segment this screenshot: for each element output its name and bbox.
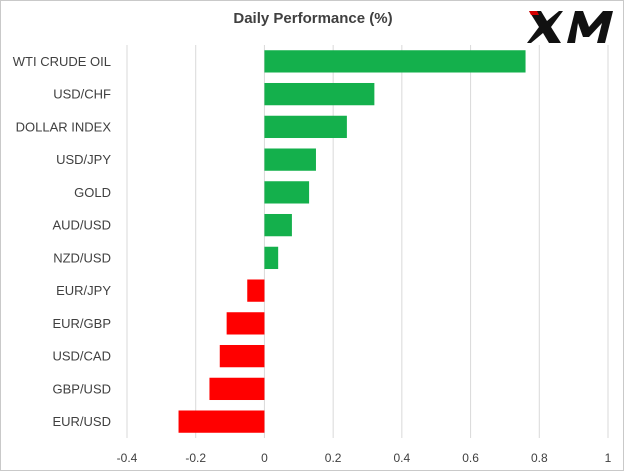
category-label-aud-usd: AUD/USD — [52, 218, 111, 233]
xm-logo — [523, 7, 619, 47]
x-tick-label: 0 — [261, 451, 268, 465]
category-label-usd-chf: USD/CHF — [53, 87, 111, 102]
bar-gold — [264, 181, 310, 204]
x-tick-label: 0.2 — [325, 451, 342, 465]
category-label-wti-crude-oil: WTI CRUDE OIL — [13, 54, 111, 69]
category-label-usd-cad: USD/CAD — [52, 349, 111, 364]
category-label-nzd-usd: NZD/USD — [53, 250, 111, 265]
category-label-gbp-usd: GBP/USD — [52, 381, 111, 396]
category-label-gold: GOLD — [74, 185, 111, 200]
bar-usd-chf — [264, 82, 375, 106]
x-tick-labels: -0.4 -0.2 0 0.2 0.4 0.6 0.8 1 — [117, 451, 612, 465]
gridlines — [126, 45, 609, 438]
bar-aud-usd — [264, 213, 292, 237]
category-label-eur-jpy: EUR/JPY — [56, 283, 111, 298]
category-label-dollar-index: DOLLAR INDEX — [16, 119, 112, 134]
bar-eur-usd — [178, 410, 265, 433]
bar-gbp-usd — [209, 377, 265, 401]
x-tick-label: 0.6 — [462, 451, 479, 465]
bar-dollar-index — [264, 115, 347, 139]
x-tick-label: 0.8 — [531, 451, 548, 465]
x-tick-label: 1 — [605, 451, 612, 465]
logo-m-mark — [567, 11, 613, 43]
x-tick-label: 0.4 — [394, 451, 411, 465]
bar-usd-jpy — [264, 148, 316, 171]
category-label-eur-usd: EUR/USD — [52, 414, 111, 429]
bar-usd-cad — [219, 344, 265, 368]
x-tick-label: -0.2 — [185, 451, 206, 465]
bars — [178, 50, 526, 433]
bar-nzd-usd — [264, 246, 279, 270]
x-tick-label: -0.4 — [117, 451, 138, 465]
category-label-eur-gbp: EUR/GBP — [52, 316, 111, 331]
bar-eur-jpy — [247, 279, 265, 302]
logo-red-accent — [529, 11, 539, 15]
category-labels: WTI CRUDE OIL USD/CHF DOLLAR INDEX USD/JPY G… — [13, 54, 112, 429]
chart-title: Daily Performance (%) — [233, 10, 393, 27]
logo-x-mark — [527, 11, 563, 43]
category-label-usd-jpy: USD/JPY — [56, 152, 111, 167]
bar-eur-gbp — [226, 312, 265, 335]
bar-wti-crude-oil — [264, 50, 526, 73]
